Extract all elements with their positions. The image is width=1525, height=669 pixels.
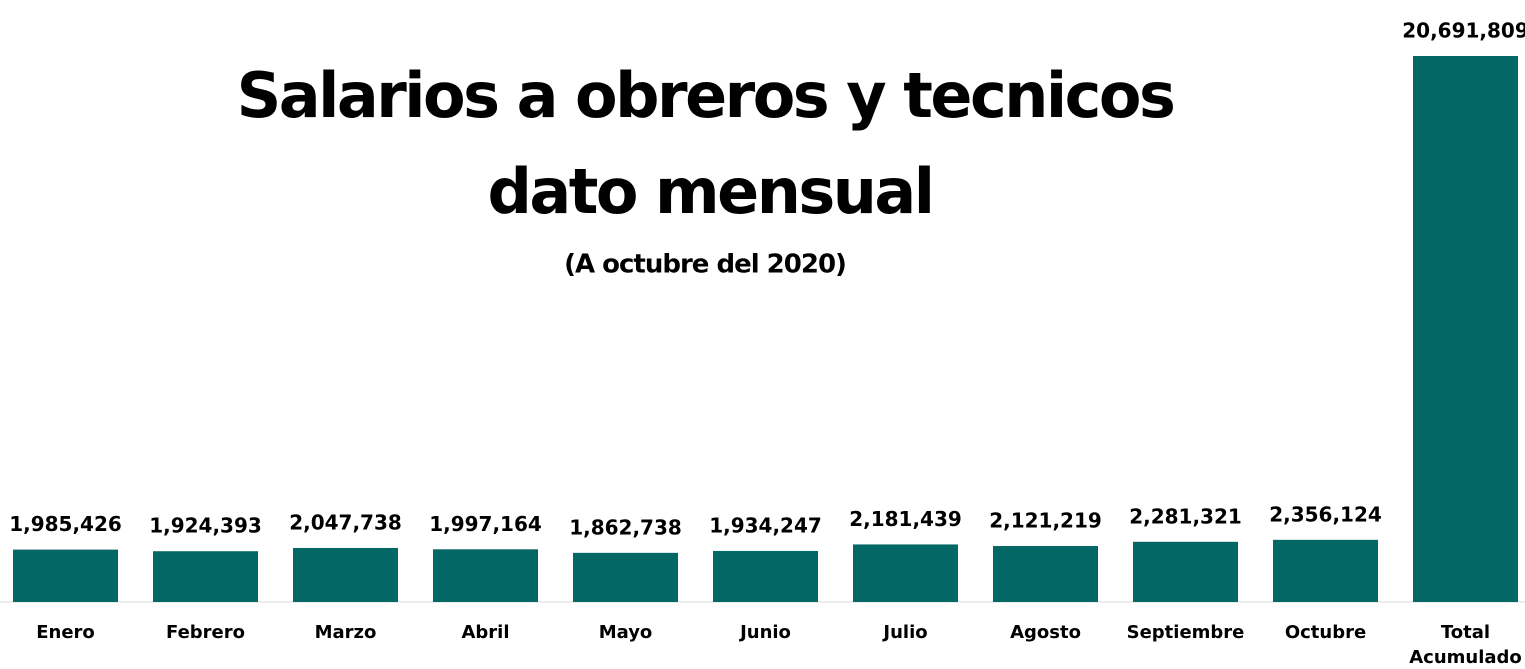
x-tick-label: Abril [461, 622, 510, 643]
data-label: 2,047,738 [289, 510, 402, 534]
bar [713, 550, 818, 602]
x-tick-label: Total Acumulado [1409, 622, 1522, 668]
bar [573, 552, 678, 602]
chart-title: dato mensual [488, 155, 933, 228]
bar [1413, 56, 1518, 602]
data-label: 2,356,124 [1269, 502, 1382, 526]
data-label: 1,997,164 [429, 512, 542, 536]
x-tick-label: Septiembre [1126, 622, 1245, 643]
x-tick-label: Marzo [314, 622, 377, 643]
x-tick-label: Enero [36, 622, 95, 643]
data-label: 20,691,809 [1402, 19, 1525, 43]
x-tick-label: Mayo [598, 622, 653, 643]
chart-title: Salarios a obreros y tecnicos [237, 59, 1174, 132]
bar [1273, 539, 1378, 602]
data-label: 1,934,247 [709, 513, 822, 537]
bar [853, 544, 958, 602]
x-tick-label: Julio [883, 622, 928, 643]
bar [153, 551, 258, 602]
x-tick-label: Agosto [1010, 622, 1081, 643]
x-tick-label: Octubre [1284, 622, 1367, 643]
bar [993, 546, 1098, 602]
bar [293, 547, 398, 602]
data-label: 2,181,439 [849, 507, 962, 531]
x-tick-label: Junio [740, 622, 791, 643]
data-label: 1,924,393 [149, 514, 262, 538]
x-tick-label: Febrero [166, 622, 245, 643]
chart-subtitle: (A octubre del 2020) [564, 250, 846, 280]
data-label: 1,985,426 [9, 512, 122, 536]
data-label: 1,862,738 [569, 515, 682, 539]
bar [1133, 541, 1238, 602]
data-label: 2,281,321 [1129, 504, 1242, 528]
bar [433, 549, 538, 602]
data-label: 2,121,219 [989, 509, 1102, 533]
bar [13, 549, 118, 602]
